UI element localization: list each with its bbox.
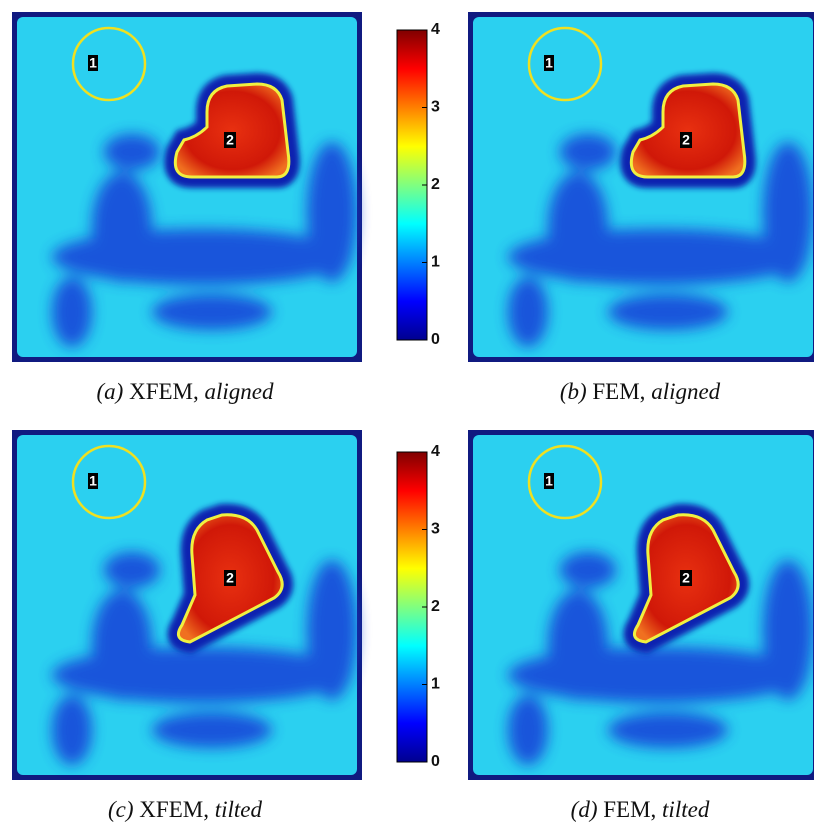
region-label: 2: [682, 570, 690, 586]
caption-method: FEM,: [603, 797, 656, 822]
region-circle: [71, 26, 147, 102]
colorbar-tick-label: 4: [431, 443, 440, 460]
region-label: 1: [545, 55, 553, 71]
low-density-patch: [92, 590, 152, 700]
region-label-box: [224, 570, 236, 586]
image-panel: 12: [12, 12, 362, 362]
caption-setting: aligned: [204, 379, 273, 404]
colorbar-tick-label: 2: [431, 176, 440, 193]
caption-method: FEM,: [592, 379, 645, 404]
colorbar-tick-label: 0: [431, 753, 440, 770]
region-circle: [71, 444, 147, 520]
image-panel: 12: [12, 430, 362, 780]
region-label: 2: [226, 570, 234, 586]
low-density-areas: [508, 552, 813, 765]
caption: (a) XFEM, aligned: [97, 379, 274, 404]
image-panel: 12: [468, 430, 814, 780]
low-density-patch: [763, 142, 813, 282]
region-label: 1: [89, 55, 97, 71]
caption-setting: tilted: [215, 797, 263, 822]
caption-method: XFEM,: [139, 797, 209, 822]
caption: (d) FEM, tilted: [571, 797, 710, 822]
region-label: 1: [89, 473, 97, 489]
low-density-patch: [92, 172, 152, 282]
colorbar-tick-label: 4: [431, 21, 440, 38]
low-density-patch: [508, 695, 548, 765]
colorbar-tick-label: 0: [431, 331, 440, 348]
caption-label: (c): [108, 797, 134, 822]
low-density-areas: [52, 552, 357, 765]
low-density-patch: [608, 294, 728, 330]
region-circle: [527, 444, 603, 520]
region-label-box: [680, 132, 692, 148]
low-density-patch: [52, 695, 92, 765]
caption-setting: aligned: [651, 379, 720, 404]
colorbar-tick-label: 1: [431, 676, 440, 693]
region-label-box: [544, 473, 554, 489]
low-density-patch: [763, 560, 813, 700]
low-density-areas: [508, 134, 813, 347]
colorbar-tick-label: 1: [431, 254, 440, 271]
low-density-patch: [307, 560, 357, 700]
region-label-box: [680, 570, 692, 586]
low-density-patch: [104, 134, 160, 170]
low-density-patch: [508, 277, 548, 347]
inclusion: [629, 82, 747, 179]
low-density-patch: [548, 590, 608, 700]
colorbar-tick-label: 3: [431, 521, 440, 538]
region-label: 2: [226, 132, 234, 148]
region-label-box: [88, 473, 98, 489]
image-panel: 12: [468, 12, 814, 362]
region-circle: [527, 26, 603, 102]
caption-label: (d): [571, 797, 598, 822]
low-density-patch: [548, 172, 608, 282]
region-label: 1: [545, 473, 553, 489]
low-density-patch: [560, 134, 616, 170]
caption: (b) FEM, aligned: [560, 379, 721, 404]
low-density-patch: [560, 552, 616, 588]
region-label-box: [544, 55, 554, 71]
caption-setting: tilted: [662, 797, 710, 822]
caption-label: (b): [560, 379, 587, 404]
low-density-patch: [307, 142, 357, 282]
low-density-patch: [104, 552, 160, 588]
caption: (c) XFEM, tilted: [108, 797, 262, 822]
low-density-patch: [608, 712, 728, 748]
caption-method: XFEM,: [129, 379, 199, 404]
colorbar-tick-label: 3: [431, 99, 440, 116]
low-density-patch: [52, 277, 92, 347]
region-label-box: [88, 55, 98, 71]
low-density-areas: [52, 134, 357, 347]
inclusion: [173, 82, 291, 179]
colorbar-tick-label: 2: [431, 598, 440, 615]
caption-label: (a): [97, 379, 124, 404]
low-density-patch: [152, 294, 272, 330]
region-label-box: [224, 132, 236, 148]
low-density-patch: [152, 712, 272, 748]
region-label: 2: [682, 132, 690, 148]
